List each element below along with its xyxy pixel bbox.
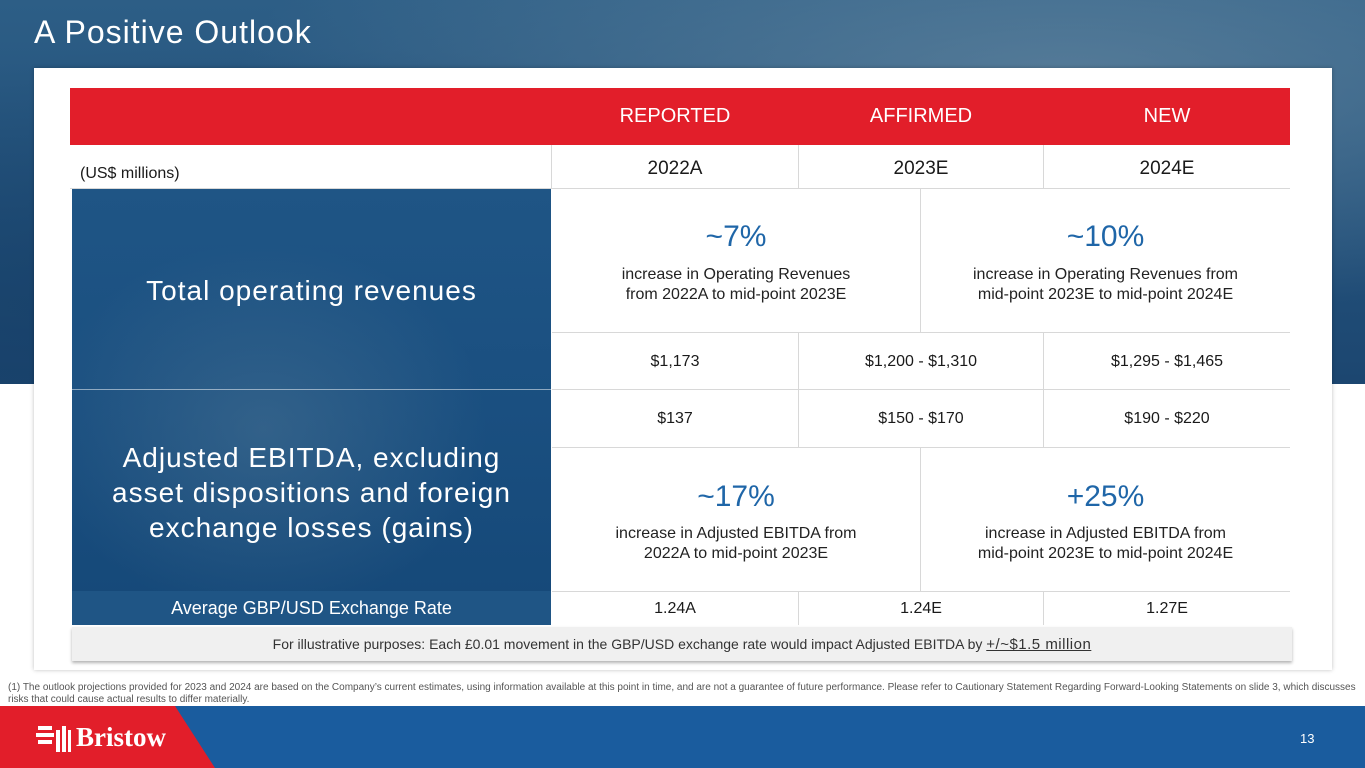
ebitda-2022a: $137 [657, 410, 693, 427]
desc-line: increase in Operating Revenues [621, 266, 851, 283]
row-labels-panel [72, 189, 551, 625]
desc-line: 2022A to mid-point 2023E [643, 545, 829, 562]
grid-line [1043, 145, 1044, 189]
grid-line [552, 447, 1290, 448]
ebitda-growth-2023: ~17% [697, 480, 775, 513]
illustrative-body: Each £0.01 movement in the GBP/USD excha… [429, 636, 987, 652]
ebitda-2023e: $150 - $170 [878, 410, 964, 427]
table-header-row: REPORTED AFFIRMED NEW [70, 88, 1290, 145]
illustrative-impact: +/~$1.5 million [986, 636, 1092, 653]
year-2023e: 2023E [893, 158, 949, 179]
fx-2024e: 1.27E [1146, 600, 1188, 617]
desc-line: mid-point 2023E to mid-point 2024E [977, 286, 1234, 303]
revenue-growth-2024: ~10% [1066, 220, 1145, 253]
col-header-affirmed: AFFIRMED [869, 105, 973, 127]
ebitda-label: Adjusted EBITDA, excluding asset disposi… [72, 440, 551, 545]
fx-2023e: 1.24E [900, 600, 942, 617]
ebitda-label-line: asset dispositions and foreign [112, 477, 511, 508]
illustrative-note: For illustrative purposes: Each £0.01 mo… [72, 627, 1292, 661]
revenue-growth-2024-desc: increase in Operating Revenues from mid-… [921, 265, 1290, 305]
page-title: A Positive Outlook [34, 14, 312, 50]
footer-bar [0, 706, 1365, 768]
revenue-2023e: $1,200 - $1,310 [864, 353, 978, 370]
fx-label: Average GBP/USD Exchange Rate [72, 591, 551, 625]
revenue-2022a: $1,173 [650, 353, 700, 370]
fx-2022a: 1.24A [654, 600, 696, 617]
ebitda-growth-2023-desc: increase in Adjusted EBITDA from 2022A t… [552, 524, 920, 564]
grid-line [920, 447, 921, 591]
brand-name: Bristow [76, 722, 166, 752]
grid-line [552, 389, 1290, 390]
desc-line: increase in Adjusted EBITDA from [985, 525, 1226, 542]
disclaimer-footnote: (1) The outlook projections provided for… [8, 682, 1356, 705]
col-header-new: NEW [1143, 105, 1191, 127]
desc-line: increase in Adjusted EBITDA from [615, 525, 857, 542]
grid-line [70, 188, 1290, 189]
page-number: 13 [1300, 731, 1315, 746]
revenue-growth-2023-desc: increase in Operating Revenues from 2022… [552, 265, 920, 305]
grid-line [798, 591, 799, 625]
desc-line: increase in Operating Revenues from [972, 266, 1239, 283]
revenues-label: Total operating revenues [146, 275, 477, 306]
revenue-2024e: $1,295 - $1,465 [1110, 353, 1224, 370]
year-2022a: 2022A [647, 158, 703, 179]
revenue-growth-2023: ~7% [705, 220, 767, 253]
grid-line [551, 145, 552, 189]
desc-line: mid-point 2023E to mid-point 2024E [977, 545, 1234, 562]
row-divider [72, 389, 551, 390]
grid-line [920, 189, 921, 332]
ebitda-growth-2024: +25% [1066, 480, 1145, 513]
grid-line [552, 591, 1290, 592]
grid-line [1043, 591, 1044, 625]
grid-line [552, 332, 1290, 333]
logo-tab [0, 706, 215, 768]
ebitda-growth-2024-desc: increase in Adjusted EBITDA from mid-poi… [921, 524, 1290, 564]
desc-line: from 2022A to mid-point 2023E [625, 286, 847, 303]
grid-line [798, 145, 799, 189]
illustrative-prefix: For illustrative purposes: [272, 636, 430, 652]
ebitda-label-line: Adjusted EBITDA, excluding [122, 442, 501, 473]
bristow-logo-icon [36, 726, 71, 752]
units-label: (US$ millions) [80, 165, 180, 182]
ebitda-2024e: $190 - $220 [1124, 410, 1210, 427]
ebitda-label-line: exchange losses (gains) [149, 512, 474, 543]
year-2024e: 2024E [1139, 158, 1195, 179]
col-header-reported: REPORTED [619, 105, 731, 127]
